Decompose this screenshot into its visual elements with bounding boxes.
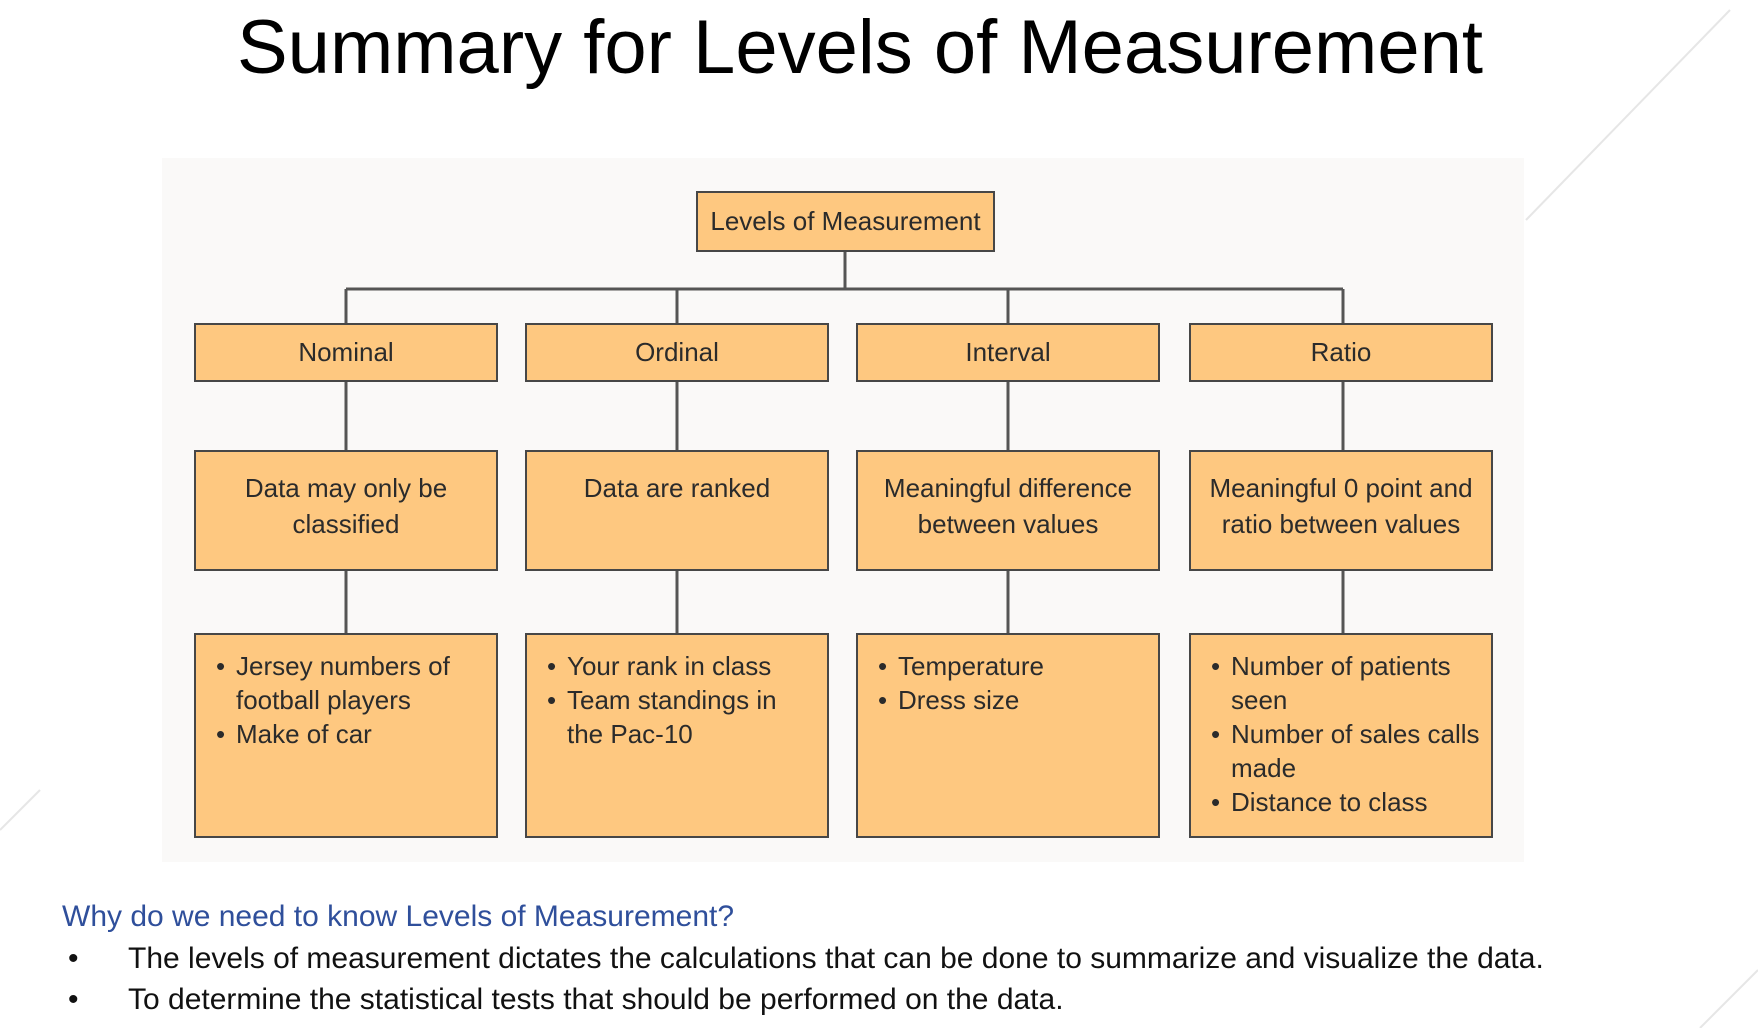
level-ratio: Ratio [1189,323,1493,382]
level-ordinal: Ordinal [525,323,829,382]
example-item: Team standings in the Pac-10 [547,683,817,751]
bullet-dot-icon: • [68,983,79,1016]
example-item: Distance to class [1211,785,1481,819]
bullet-dot-icon: • [68,942,79,975]
bullet-item: • To determine the statistical tests tha… [62,983,1544,1024]
example-item: Jersey numbers of football players [216,649,486,717]
example-item: Dress size [878,683,1148,717]
bullet-text: The levels of measurement dictates the c… [128,942,1544,975]
bullet-list: • The levels of measurement dictates the… [62,942,1544,1024]
question-heading: Why do we need to know Levels of Measure… [62,900,735,933]
examples-ordinal: Your rank in class Team standings in the… [525,633,829,838]
example-item: Number of patients seen [1211,649,1481,717]
root-node: Levels of Measurement [696,191,995,252]
description-ratio: Meaningful 0 point and ratio between val… [1189,450,1493,571]
slide-title: Summary for Levels of Measurement [236,5,1484,90]
level-nominal: Nominal [194,323,498,382]
example-item: Number of sales calls made [1211,717,1481,785]
level-interval: Interval [856,323,1160,382]
example-item: Temperature [878,649,1148,683]
examples-nominal: Jersey numbers of football players Make … [194,633,498,838]
bullet-text: To determine the statistical tests that … [128,983,1064,1016]
example-item: Your rank in class [547,649,817,683]
example-item: Make of car [216,717,486,751]
description-interval: Meaningful difference between values [856,450,1160,571]
description-ordinal: Data are ranked [525,450,829,571]
examples-ratio: Number of patients seen Number of sales … [1189,633,1493,838]
description-nominal: Data may only be classified [194,450,498,571]
bullet-item: • The levels of measurement dictates the… [62,942,1544,983]
examples-interval: Temperature Dress size [856,633,1160,838]
